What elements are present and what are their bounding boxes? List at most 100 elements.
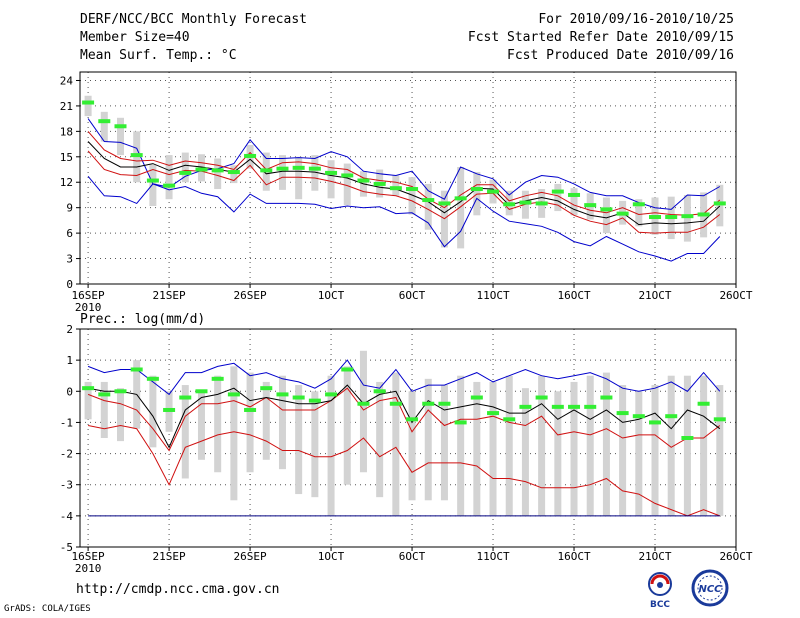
precipitation-observed-marker [227,392,240,397]
variable-label: Mean Surf. Temp.: °C [80,48,237,63]
temperature-observed-marker [713,201,726,206]
temperature-observed-marker [551,189,564,194]
precipitation-observed-marker [130,367,143,372]
temperature-spread-box [457,166,465,249]
y-tick-label: 6 [66,227,73,240]
precipitation-observed-marker [632,414,645,419]
precipitation-spread-box [84,381,92,420]
temperature-spread-box [408,177,416,215]
precipitation-observed-marker [422,401,435,406]
temperature-observed-marker [195,167,208,172]
precipitation-spread-box [181,385,189,479]
y-tick-label: -4 [60,510,74,523]
precipitation-observed-marker [454,420,467,425]
precipitation-spread-box [295,385,303,495]
precipitation-spread-box [489,381,497,516]
temperature-ensemble-max-line [87,118,721,210]
y-tick-label: -5 [60,541,73,554]
precipitation-frame [79,328,737,548]
precipitation-observed-marker [568,404,581,409]
member-size: Member Size=40 [80,30,190,45]
precipitation-observed-marker [681,436,694,440]
temperature-observed-marker [163,183,176,188]
ncc-logo-text: NCC [698,584,722,595]
temperature-spread-box [392,175,400,196]
temperature-frame [79,71,737,285]
temperature-observed-marker [130,153,143,158]
temperature-spread-box [683,194,691,242]
temperature-observed-marker [276,166,289,171]
precipitation-spread-box [716,385,724,516]
ncc-logo: NCC [691,569,729,607]
precipitation-observed-marker [487,411,500,416]
precipitation-upper-band-line [87,387,721,452]
x-tick-label: 21OCT [638,289,671,302]
precipitation-spread-box [586,375,594,516]
y-tick-label: -3 [60,479,73,492]
precipitation-observed-marker [292,395,305,400]
precipitation-spread-box [311,391,319,498]
y-tick-label: 21 [60,100,73,113]
temperature-observed-marker [389,186,402,191]
y-tick-label: 12 [60,176,73,189]
precipitation-observed-marker [713,417,726,422]
temperature-spread-box [602,197,610,234]
temperature-observed-marker [211,168,224,173]
precipitation-spread-box [230,366,238,501]
temperature-observed-marker [227,170,240,175]
y-tick-label: 24 [60,74,74,87]
x-tick-label: 16SEP [72,550,105,563]
temperature-observed-marker [292,165,305,170]
x-tick-label: 11OCT [476,289,509,302]
precipitation-observed-marker [649,420,662,425]
precipitation-spread-box [570,381,578,516]
precipitation-lower-band-line [88,424,720,517]
precipitation-observed-marker [146,376,159,381]
temperature-observed-marker [568,192,581,197]
x-tick-label: 1OCT [318,550,345,563]
temperature-spread-box [424,183,432,230]
temperature-observed-marker [600,207,613,212]
temperature-observed-marker [114,124,127,129]
precipitation-spread-box [116,388,124,442]
precipitation-observed-marker [325,392,338,397]
source-url[interactable]: http://cmdp.ncc.cma.gov.cn [76,582,280,597]
temperature-observed-marker [535,201,548,206]
precipitation-spread-box [343,366,351,485]
precipitation-spread-box [376,381,384,498]
forecast-title: DERF/NCC/BCC Monthly Forecast [80,12,307,27]
fcst-started-date: Fcst Started Refer Date 2010/09/15 [467,30,734,45]
precipitation-spread-box [619,385,627,516]
precipitation-observed-marker [438,401,451,406]
precipitation-spread-box [262,381,270,460]
x-tick-label: 26SEP [234,289,267,302]
precipitation-spread-box [440,385,448,501]
y-tick-label: 18 [60,125,73,138]
temperature-spread-box [230,165,238,184]
temperature-observed-marker [325,170,338,175]
x-tick-label: 26OCT [719,550,752,563]
precipitation-observed-marker [244,407,257,412]
temperature-spread-box [570,188,578,216]
y-tick-label: 0 [66,278,73,291]
x-tick-label: 26SEP [234,550,267,563]
precipitation-ensemble-mean-line [88,384,721,449]
precipitation-spread-box [602,372,610,516]
temperature-observed-marker [616,211,629,216]
precipitation-observed-marker [82,386,95,391]
forecast-period: For 2010/09/16-2010/10/25 [538,12,734,27]
temperature-observed-marker [179,170,192,175]
temperature-observed-marker [649,215,662,220]
precipitation-observed-marker [98,392,111,397]
temperature-observed-marker [308,166,321,171]
temperature-observed-marker [146,178,159,183]
precipitation-ensemble-max-line [87,359,721,396]
precipitation-spread-box [278,375,286,470]
precipitation-title: Prec.: log(mm/d) [80,312,205,327]
precipitation-observed-marker [519,404,532,409]
precipitation-spread-box [635,391,643,516]
y-tick-label: 9 [66,202,73,215]
precipitation-observed-marker [211,376,224,381]
temperature-observed-marker [584,203,597,208]
x-tick-label: 16SEP [72,289,105,302]
